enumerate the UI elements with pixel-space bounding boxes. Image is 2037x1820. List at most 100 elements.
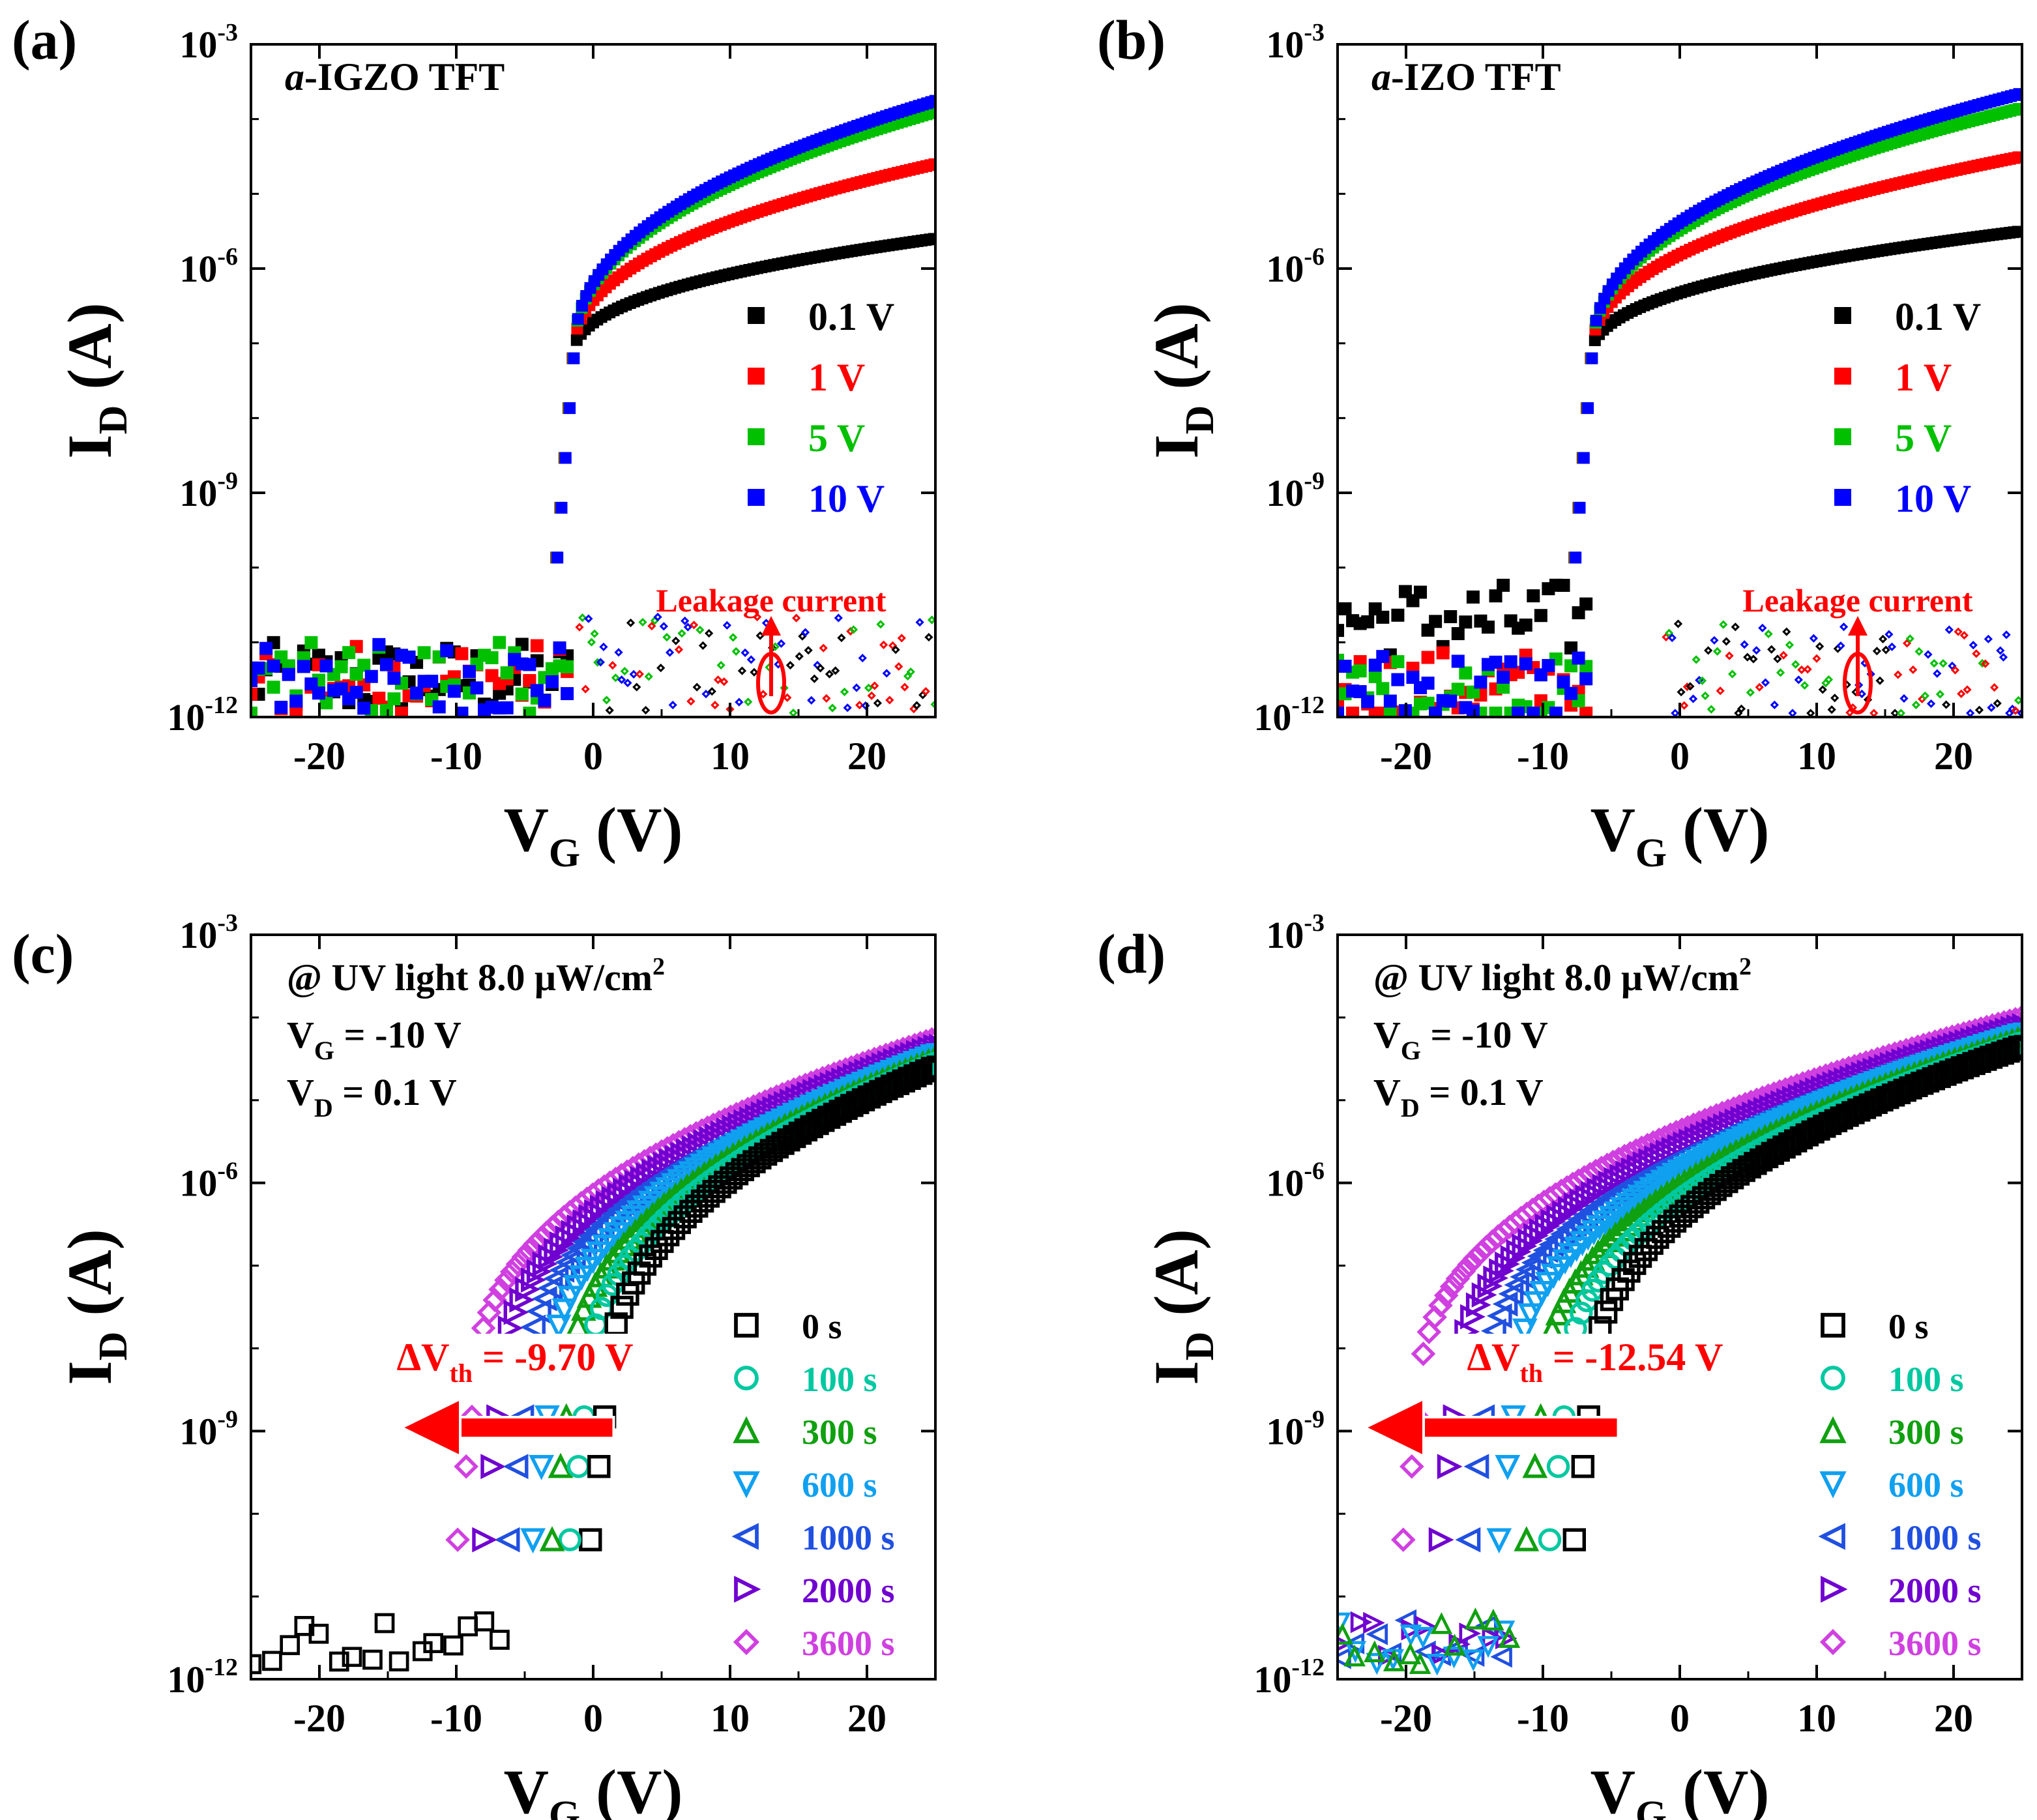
leakage-point bbox=[1974, 705, 1984, 714]
leakage-point bbox=[1818, 685, 1827, 694]
leakage-point bbox=[1731, 623, 1740, 632]
data-point bbox=[410, 686, 424, 700]
leakage-point bbox=[891, 645, 900, 654]
x-tick-label: -10 bbox=[1517, 1697, 1569, 1740]
data-point bbox=[1421, 677, 1435, 690]
data-point bbox=[334, 660, 348, 673]
y-axis-title: ID (A) bbox=[55, 302, 136, 458]
legend-marker bbox=[1834, 307, 1851, 324]
data-point bbox=[517, 1238, 542, 1263]
leakage-point bbox=[1875, 676, 1884, 685]
delta-vth-box bbox=[375, 1334, 655, 1386]
data-point bbox=[251, 707, 257, 717]
data-point bbox=[1585, 1239, 1611, 1265]
data-point bbox=[1463, 1454, 1489, 1480]
data-point bbox=[362, 1649, 383, 1670]
leakage-point bbox=[924, 632, 933, 642]
data-point bbox=[1376, 682, 1390, 696]
x-axis-title: VG (V) bbox=[504, 1757, 683, 1820]
data-point bbox=[1474, 675, 1487, 689]
data-point bbox=[1429, 615, 1443, 628]
leakage-point bbox=[795, 652, 804, 661]
legend-label: 5 V bbox=[808, 417, 865, 460]
data-point bbox=[558, 1528, 581, 1551]
leakage-point bbox=[783, 693, 792, 702]
leakage-point bbox=[1740, 640, 1749, 649]
data-point bbox=[472, 1527, 498, 1553]
leakage-point bbox=[927, 615, 935, 624]
data-point bbox=[2012, 103, 2022, 115]
leakage-label: Leakage current bbox=[656, 582, 887, 619]
data-point bbox=[1444, 694, 1458, 708]
data-point bbox=[1412, 1626, 1434, 1649]
shift-arrow-shaft bbox=[1409, 1416, 1620, 1439]
data-point bbox=[929, 106, 935, 118]
leakage-point bbox=[626, 618, 636, 628]
leakage-point bbox=[1935, 690, 1945, 699]
leakage-point bbox=[1899, 694, 1909, 703]
leakage-point bbox=[1767, 645, 1776, 654]
leakage-point bbox=[705, 628, 714, 638]
x-tick-label: -20 bbox=[293, 1697, 345, 1740]
data-point bbox=[1644, 1173, 1670, 1199]
data-point bbox=[570, 1295, 596, 1321]
data-point bbox=[1383, 1649, 1405, 1671]
leakage-point bbox=[665, 648, 675, 657]
leakage-point bbox=[1926, 699, 1936, 709]
leakage-point bbox=[1812, 654, 1821, 663]
leakage-point bbox=[870, 681, 879, 690]
leakage-point bbox=[1924, 650, 1933, 659]
leakage-point bbox=[885, 696, 894, 705]
leakage-point bbox=[1667, 633, 1677, 643]
leakage-point bbox=[1944, 625, 1954, 634]
data-point bbox=[1338, 660, 1352, 673]
leakage-point bbox=[1920, 691, 1929, 701]
legend-marker bbox=[1818, 1523, 1845, 1550]
leakage-point bbox=[792, 613, 801, 623]
data-point bbox=[1455, 1527, 1481, 1553]
leakage-point bbox=[785, 660, 795, 670]
leakage-point bbox=[578, 613, 587, 623]
leakage-point bbox=[1716, 686, 1725, 696]
panel-label: (d) bbox=[1097, 922, 1165, 985]
leakage-point bbox=[632, 682, 641, 692]
data-point bbox=[1400, 1454, 1424, 1479]
y-axis-title: ID (A) bbox=[1141, 1229, 1222, 1385]
data-point bbox=[297, 660, 310, 673]
data-point bbox=[267, 681, 280, 694]
data-point bbox=[1579, 1245, 1605, 1271]
data-point bbox=[474, 1611, 495, 1632]
data-point bbox=[357, 658, 371, 672]
data-point bbox=[1464, 1607, 1487, 1630]
data-point bbox=[1468, 1240, 1493, 1265]
data-point bbox=[1489, 589, 1502, 603]
leakage-point bbox=[1749, 654, 1758, 664]
leakage-point bbox=[1803, 665, 1812, 674]
data-point bbox=[1421, 696, 1435, 710]
data-point bbox=[1542, 658, 1555, 672]
data-point bbox=[443, 1635, 463, 1656]
legend-marker bbox=[734, 1366, 759, 1390]
leakage-point bbox=[1950, 666, 1960, 675]
data-point bbox=[1400, 1624, 1422, 1647]
data-point bbox=[515, 1276, 540, 1302]
data-point bbox=[1579, 597, 1593, 611]
data-point bbox=[262, 1651, 282, 1671]
data-point bbox=[432, 700, 446, 714]
leakage-point bbox=[2014, 696, 2022, 705]
leakage-point bbox=[852, 683, 861, 692]
leakage-point bbox=[1677, 688, 1686, 697]
leakage-point bbox=[804, 646, 813, 655]
legend-label: 1000 s bbox=[802, 1518, 895, 1557]
data-point bbox=[1486, 1528, 1512, 1554]
legend-marker bbox=[1834, 368, 1851, 385]
leakage-point bbox=[834, 613, 843, 623]
y-tick-label: 10-6 bbox=[1266, 1158, 1325, 1205]
data-point bbox=[551, 551, 564, 564]
data-point bbox=[425, 675, 439, 688]
leakage-point bbox=[605, 706, 614, 715]
data-point bbox=[520, 1314, 546, 1340]
leakage-point bbox=[1776, 668, 1785, 677]
data-point bbox=[1366, 1623, 1388, 1645]
legend-marker bbox=[748, 489, 765, 506]
